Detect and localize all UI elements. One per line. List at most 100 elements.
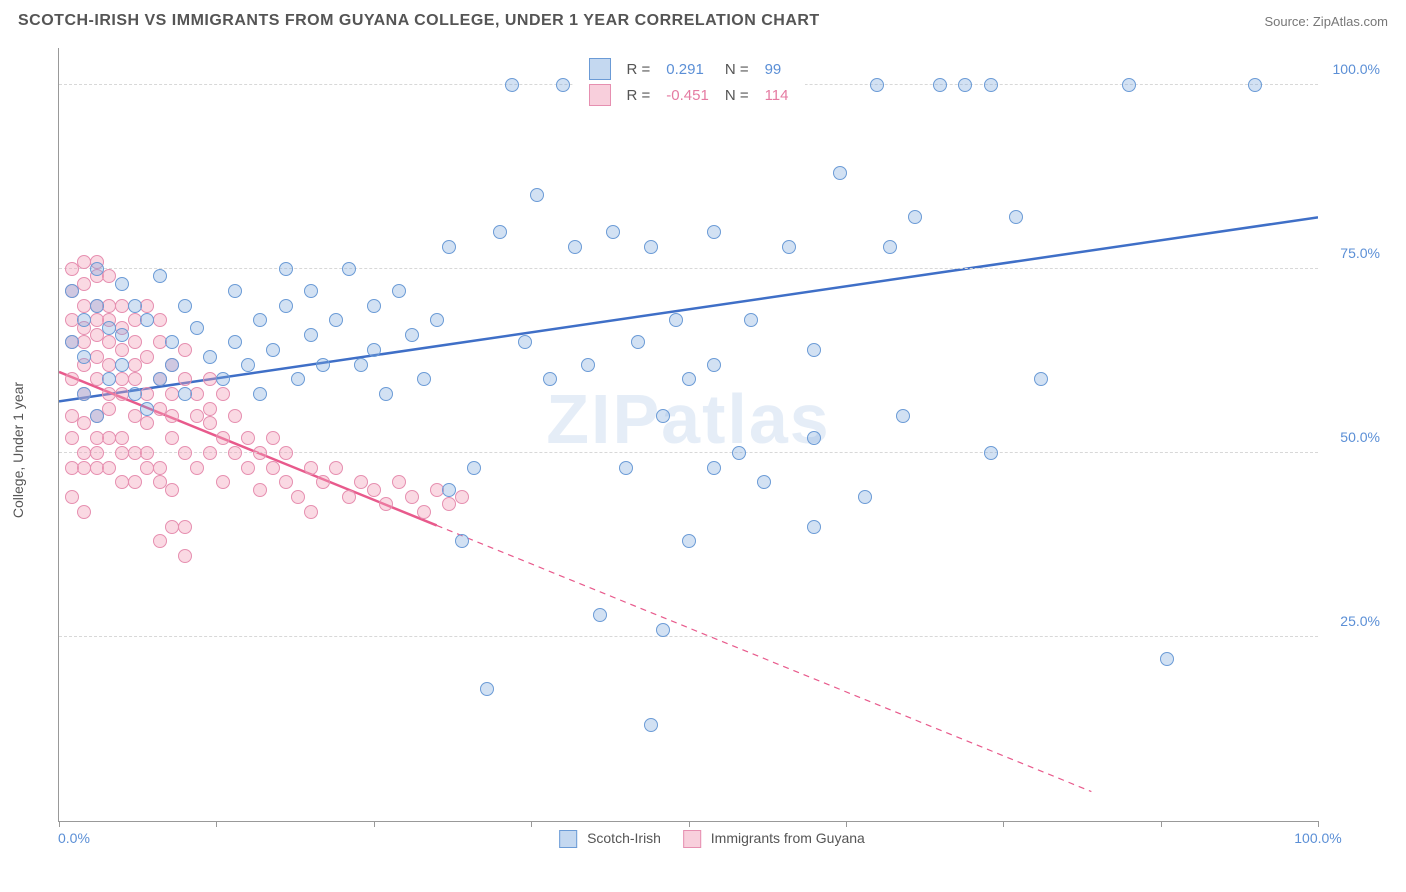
- y-tick-label: 25.0%: [1340, 613, 1380, 629]
- r-value-pink: -0.451: [658, 82, 717, 108]
- scatter-point: [115, 446, 129, 460]
- scatter-point: [65, 490, 79, 504]
- legend-swatch-blue-icon: [559, 830, 577, 848]
- scatter-point: [279, 262, 293, 276]
- scatter-point: [707, 461, 721, 475]
- x-tick: [216, 821, 217, 827]
- stats-row-blue: R = 0.291 N = 99: [581, 56, 797, 82]
- scatter-point: [90, 409, 104, 423]
- plot-area: ZIPatlas R = 0.291 N = 99 R = -0.451 N =…: [58, 48, 1318, 822]
- scatter-point: [90, 299, 104, 313]
- scatter-point: [216, 475, 230, 489]
- scatter-point: [203, 402, 217, 416]
- x-tick: [689, 821, 690, 827]
- scatter-point: [128, 358, 142, 372]
- scatter-point: [744, 313, 758, 327]
- scatter-point: [102, 372, 116, 386]
- n-value-blue: 99: [757, 56, 797, 82]
- scatter-point: [165, 431, 179, 445]
- scatter-point: [190, 387, 204, 401]
- scatter-point: [266, 431, 280, 445]
- scatter-point: [807, 343, 821, 357]
- scatter-point: [153, 372, 167, 386]
- scatter-point: [140, 299, 154, 313]
- legend-label-blue: Scotch-Irish: [587, 830, 661, 846]
- scatter-point: [379, 497, 393, 511]
- scatter-point: [140, 402, 154, 416]
- scatter-point: [279, 475, 293, 489]
- scatter-point: [392, 284, 406, 298]
- scatter-point: [203, 446, 217, 460]
- scatter-point: [568, 240, 582, 254]
- scatter-point: [253, 483, 267, 497]
- x-tick: [59, 821, 60, 827]
- scatter-point: [228, 335, 242, 349]
- scatter-point: [858, 490, 872, 504]
- scatter-point: [115, 358, 129, 372]
- scatter-point: [178, 446, 192, 460]
- scatter-point: [153, 461, 167, 475]
- grid-line: [59, 636, 1318, 637]
- scatter-point: [367, 299, 381, 313]
- y-tick-label: 50.0%: [1340, 429, 1380, 445]
- scatter-point: [656, 409, 670, 423]
- scatter-point: [279, 299, 293, 313]
- scatter-point: [165, 409, 179, 423]
- scatter-point: [253, 387, 267, 401]
- scatter-point: [140, 350, 154, 364]
- scatter-point: [304, 284, 318, 298]
- y-tick-label: 75.0%: [1340, 245, 1380, 261]
- scatter-point: [253, 313, 267, 327]
- scatter-point: [1034, 372, 1048, 386]
- scatter-point: [153, 269, 167, 283]
- x-tick: [374, 821, 375, 827]
- scatter-point: [342, 490, 356, 504]
- scatter-point: [216, 431, 230, 445]
- scatter-point: [958, 78, 972, 92]
- scatter-point: [65, 431, 79, 445]
- scatter-point: [1122, 78, 1136, 92]
- scatter-point: [707, 225, 721, 239]
- scatter-point: [77, 335, 91, 349]
- scatter-point: [165, 483, 179, 497]
- scatter-point: [392, 475, 406, 489]
- scatter-point: [128, 335, 142, 349]
- scatter-point: [682, 372, 696, 386]
- scatter-point: [253, 446, 267, 460]
- x-tick-label: 0.0%: [58, 830, 90, 846]
- scatter-point: [77, 387, 91, 401]
- x-tick: [846, 821, 847, 827]
- scatter-point: [128, 372, 142, 386]
- n-label: N =: [717, 82, 757, 108]
- scatter-point: [178, 520, 192, 534]
- scatter-point: [933, 78, 947, 92]
- scatter-point: [304, 505, 318, 519]
- scatter-point: [77, 505, 91, 519]
- scatter-point: [77, 416, 91, 430]
- scatter-point: [493, 225, 507, 239]
- x-tick: [1318, 821, 1319, 827]
- scatter-point: [190, 461, 204, 475]
- scatter-point: [669, 313, 683, 327]
- scatter-point: [1009, 210, 1023, 224]
- scatter-point: [140, 313, 154, 327]
- scatter-point: [266, 343, 280, 357]
- scatter-point: [682, 534, 696, 548]
- scatter-point: [467, 461, 481, 475]
- scatter-point: [870, 78, 884, 92]
- scatter-point: [178, 387, 192, 401]
- scatter-point: [216, 387, 230, 401]
- scatter-point: [140, 461, 154, 475]
- scatter-point: [115, 277, 129, 291]
- scatter-point: [77, 277, 91, 291]
- scatter-point: [329, 461, 343, 475]
- scatter-point: [442, 483, 456, 497]
- r-label: R =: [619, 56, 659, 82]
- x-tick: [531, 821, 532, 827]
- scatter-point: [442, 240, 456, 254]
- n-label: N =: [717, 56, 757, 82]
- scatter-point: [430, 313, 444, 327]
- scatter-point: [241, 431, 255, 445]
- scatter-point: [128, 387, 142, 401]
- x-tick: [1003, 821, 1004, 827]
